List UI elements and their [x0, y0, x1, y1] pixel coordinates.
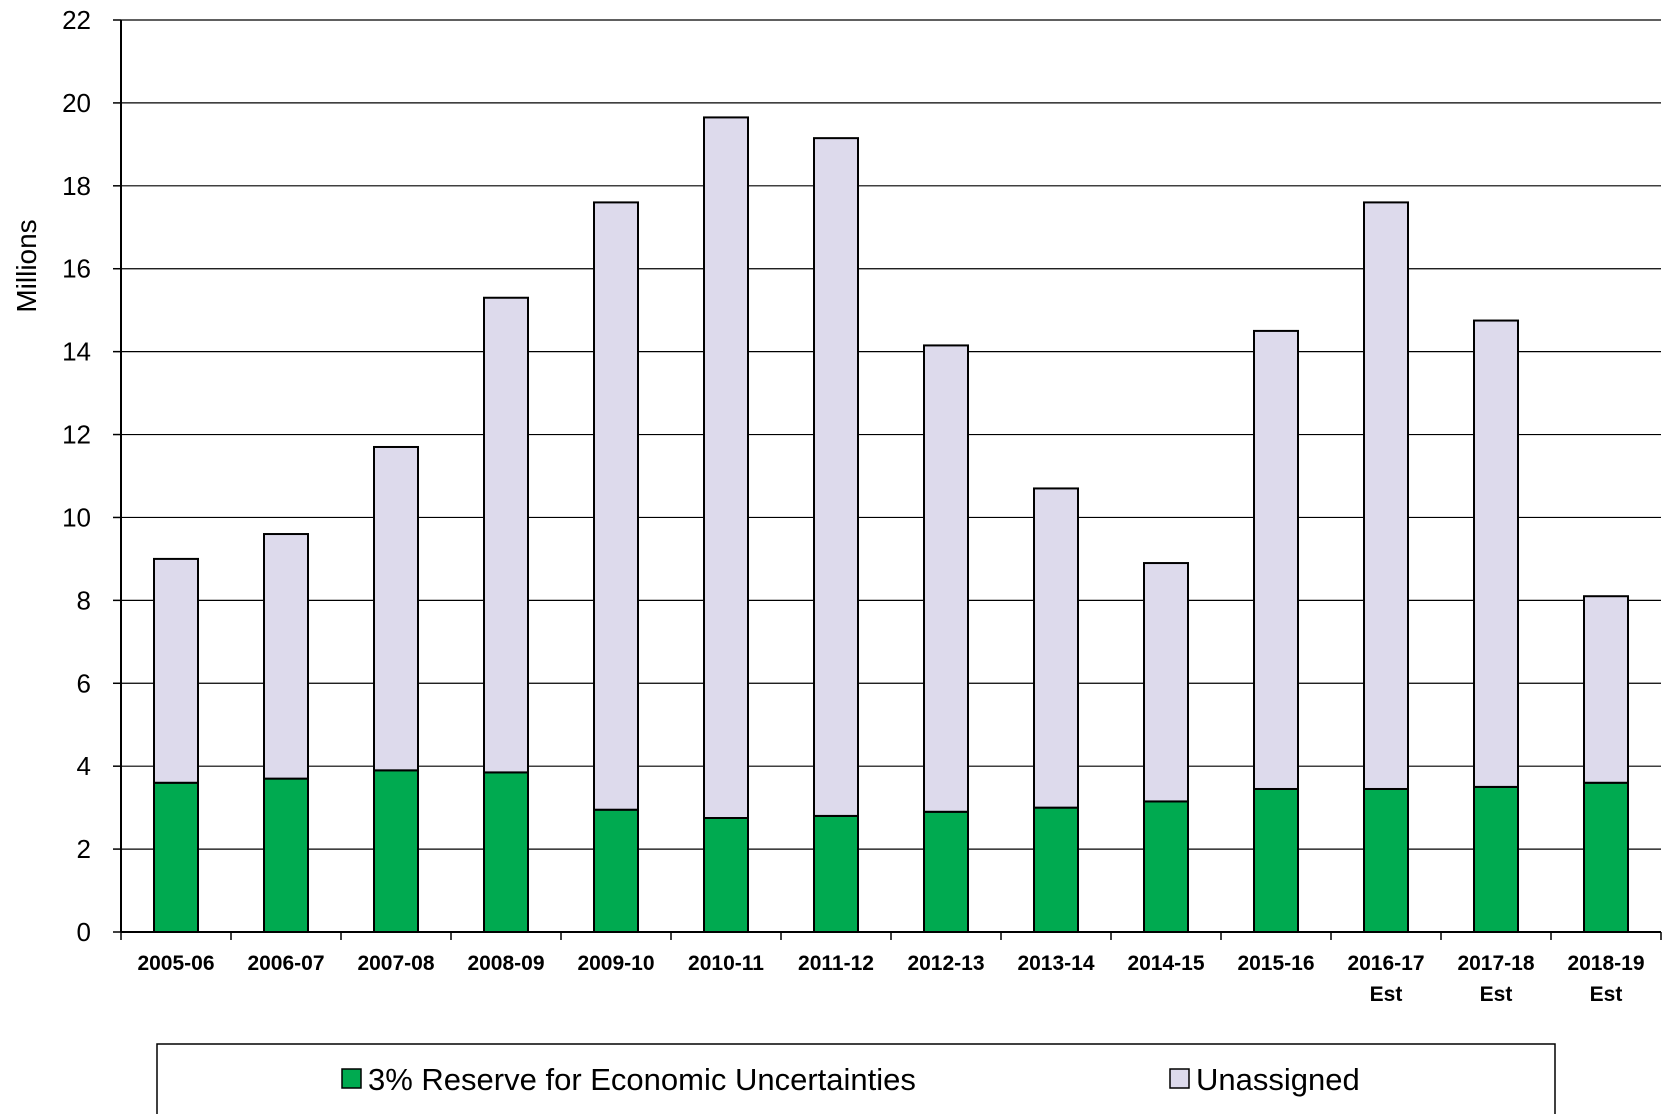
bars [153, 116, 1629, 934]
y-tick-label: 14 [62, 337, 91, 367]
bar-segment-reserve [1033, 806, 1079, 933]
y-tick-label: 18 [62, 171, 91, 201]
bar-segment-unassigned [263, 533, 309, 780]
x-tick-label: 2011-12 [798, 952, 874, 975]
x-tick-label: 2012-13 [907, 952, 984, 975]
y-tick-label: 16 [62, 254, 91, 284]
legend: 3% Reserve for Economic Uncertainties Una… [156, 1043, 1556, 1119]
legend-swatch [1169, 1068, 1190, 1089]
x-tick-labels: 2005-06 2006-07 2007-08 2008-09 2009-10 2010-… [137, 952, 1644, 1006]
legend-label: 3% Reserve for Economic Uncertainties [368, 1062, 916, 1097]
bar-segment-unassigned [703, 116, 749, 820]
bar-segment-reserve [263, 777, 309, 933]
bar-segment-unassigned [1473, 319, 1519, 788]
y-tick-label: 6 [77, 668, 91, 698]
bar-segment-unassigned [1143, 562, 1189, 803]
x-tick-label: Est [1370, 983, 1403, 1006]
y-tick-label: 12 [62, 420, 91, 450]
bar-segment-unassigned [813, 137, 859, 817]
x-tick-label: 2008-09 [467, 952, 544, 975]
y-tick-label: 8 [77, 585, 91, 615]
bar-segment-reserve [593, 808, 639, 934]
legend-swatch [341, 1068, 362, 1089]
bar-segment-unassigned [923, 344, 969, 813]
bar-segment-unassigned [1033, 487, 1079, 809]
bar-segment-unassigned [1583, 595, 1629, 784]
x-tick-label: 2018-19 [1567, 952, 1644, 975]
bar-segment-reserve [1473, 785, 1519, 934]
bar-segment-unassigned [1253, 329, 1299, 790]
bar-segment-reserve [153, 781, 199, 933]
bar-segment-unassigned [1363, 201, 1409, 790]
y-tick-label: 2 [77, 834, 91, 864]
bar-segment-reserve [483, 771, 529, 934]
x-tick-label: 2013-14 [1017, 952, 1094, 975]
gridlines [121, 19, 1661, 850]
x-tick-label: 2005-06 [137, 952, 214, 975]
bar-segment-unassigned [483, 296, 529, 774]
axes [113, 19, 1662, 940]
bar-segment-reserve [1253, 787, 1299, 933]
legend-label: Unassigned [1196, 1062, 1360, 1097]
x-tick-label: Est [1480, 983, 1513, 1006]
bar-segment-unassigned [373, 445, 419, 772]
legend-box [156, 1043, 1556, 1119]
x-tick-label: 2015-16 [1237, 952, 1314, 975]
y-axis-label: Millions [11, 219, 42, 312]
y-tick-labels: 0 2 4 6 8 10 12 14 16 18 20 22 [62, 5, 91, 947]
x-tick-label: 2006-07 [247, 952, 324, 975]
x-tick-label: 2014-15 [1127, 952, 1204, 975]
bar-segment-reserve [813, 814, 859, 933]
x-tick-label: 2009-10 [577, 952, 654, 975]
y-tick-label: 10 [62, 502, 91, 532]
bar-segment-unassigned [153, 557, 199, 784]
y-tick-label: 4 [77, 751, 91, 781]
x-tick-label: 2017-18 [1457, 952, 1534, 975]
x-tick-label: 2010-11 [688, 952, 764, 975]
x-tick-label: 2016-17 [1347, 952, 1424, 975]
bar-segment-reserve [1363, 787, 1409, 933]
x-tick-label: Est [1590, 983, 1623, 1006]
bar-segment-reserve [1583, 781, 1629, 933]
bar-segment-reserve [373, 769, 419, 933]
bar-segment-reserve [1143, 800, 1189, 933]
bar-segment-unassigned [593, 201, 639, 811]
y-tick-label: 20 [62, 88, 91, 118]
x-tick-label: 2007-08 [357, 952, 434, 975]
bar-segment-reserve [703, 817, 749, 933]
y-tick-label: 22 [62, 5, 91, 35]
y-tick-label: 0 [77, 917, 91, 947]
bar-segment-reserve [923, 810, 969, 933]
